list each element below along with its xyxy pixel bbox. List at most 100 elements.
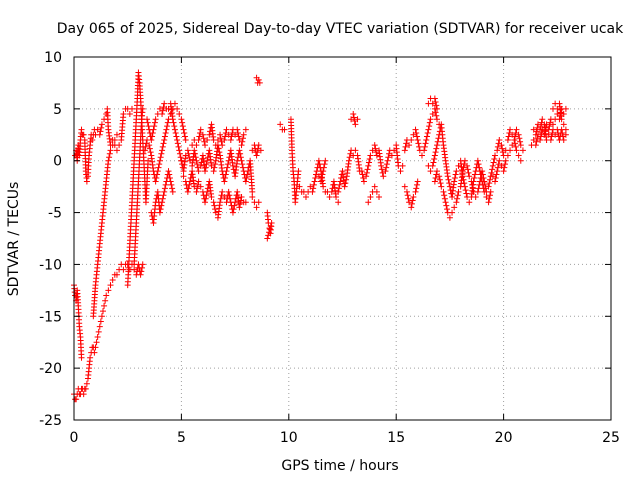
- data-point: [145, 123, 152, 130]
- data-point: [413, 133, 420, 140]
- data-point: [160, 140, 167, 147]
- data-point: [434, 105, 441, 112]
- data-point: [476, 164, 483, 171]
- data-point: [471, 171, 478, 178]
- data-point: [232, 199, 239, 206]
- data-point: [486, 176, 493, 183]
- data-point: [161, 100, 168, 107]
- data-point: [404, 192, 411, 199]
- data-point: [365, 162, 372, 169]
- data-point: [120, 266, 127, 273]
- data-point: [515, 131, 522, 138]
- data-point: [197, 162, 204, 169]
- data-point: [418, 152, 425, 159]
- data-point: [113, 131, 120, 138]
- data-point: [254, 149, 261, 156]
- data-point: [426, 119, 433, 126]
- data-point: [156, 157, 163, 164]
- data-point: [444, 173, 451, 180]
- data-point: [227, 195, 234, 202]
- data-point: [461, 183, 468, 190]
- data-point: [80, 391, 87, 398]
- data-point: [489, 162, 496, 169]
- data-point: [359, 171, 366, 178]
- data-point: [202, 142, 209, 149]
- data-point: [224, 161, 231, 168]
- data-point: [466, 199, 473, 206]
- y-tick-label: 10: [44, 50, 62, 66]
- data-point: [152, 116, 159, 123]
- data-point: [491, 155, 498, 162]
- x-tick-label: 25: [602, 430, 620, 446]
- data-point: [109, 276, 116, 283]
- data-point: [373, 188, 380, 195]
- data-point: [318, 175, 325, 181]
- data-point: [139, 264, 146, 271]
- data-point: [185, 185, 192, 192]
- data-point: [532, 142, 539, 149]
- data-point: [295, 168, 302, 175]
- data-point: [178, 116, 185, 123]
- data-point: [217, 195, 224, 202]
- data-point: [96, 323, 103, 330]
- data-point: [480, 185, 487, 192]
- data-point: [371, 183, 378, 190]
- data-point: [312, 175, 319, 181]
- data-point: [558, 116, 565, 123]
- data-point: [486, 180, 493, 187]
- x-tick-label: 20: [495, 430, 513, 446]
- data-point: [350, 114, 357, 121]
- data-point: [87, 354, 94, 361]
- data-point: [517, 142, 524, 149]
- data-point: [222, 171, 229, 178]
- data-point: [217, 131, 224, 138]
- data-point: [106, 150, 113, 157]
- data-point: [318, 178, 325, 185]
- data-point: [221, 178, 228, 185]
- data-point: [310, 181, 317, 188]
- x-tick-label: 0: [70, 430, 79, 446]
- data-point: [492, 178, 499, 185]
- data-point: [267, 223, 274, 230]
- data-point: [533, 138, 540, 145]
- data-point: [443, 202, 450, 209]
- data-point: [159, 147, 166, 154]
- data-point: [255, 142, 262, 149]
- data-point: [147, 149, 154, 156]
- data-point: [167, 178, 174, 185]
- data-point: [346, 154, 353, 161]
- data-point: [82, 385, 89, 392]
- data-point: [223, 168, 230, 175]
- data-point: [320, 183, 327, 190]
- data-point: [296, 183, 303, 190]
- data-point: [109, 136, 116, 143]
- data-point: [384, 157, 391, 164]
- data-point: [485, 183, 492, 190]
- data-point: [505, 133, 512, 140]
- data-point: [181, 133, 188, 140]
- data-point: [451, 204, 458, 211]
- data-point: [360, 178, 367, 185]
- data-point: [277, 121, 284, 128]
- data-point: [498, 142, 505, 149]
- data-point: [265, 232, 272, 239]
- data-point: [466, 173, 473, 180]
- data-point: [255, 199, 262, 206]
- data-point: [454, 195, 461, 202]
- data-point: [513, 126, 520, 133]
- data-point: [453, 168, 460, 175]
- data-point: [228, 133, 235, 140]
- data-point: [546, 123, 553, 130]
- data-point: [475, 161, 482, 168]
- data-point: [229, 162, 236, 169]
- data-point: [215, 145, 222, 152]
- data-point: [451, 175, 458, 181]
- data-point: [78, 126, 85, 133]
- data-point: [408, 136, 415, 143]
- data-point: [174, 140, 181, 147]
- data-point: [382, 168, 389, 175]
- data-point: [139, 261, 146, 268]
- data-point: [268, 219, 275, 226]
- data-point: [352, 147, 359, 154]
- data-point: [106, 154, 113, 161]
